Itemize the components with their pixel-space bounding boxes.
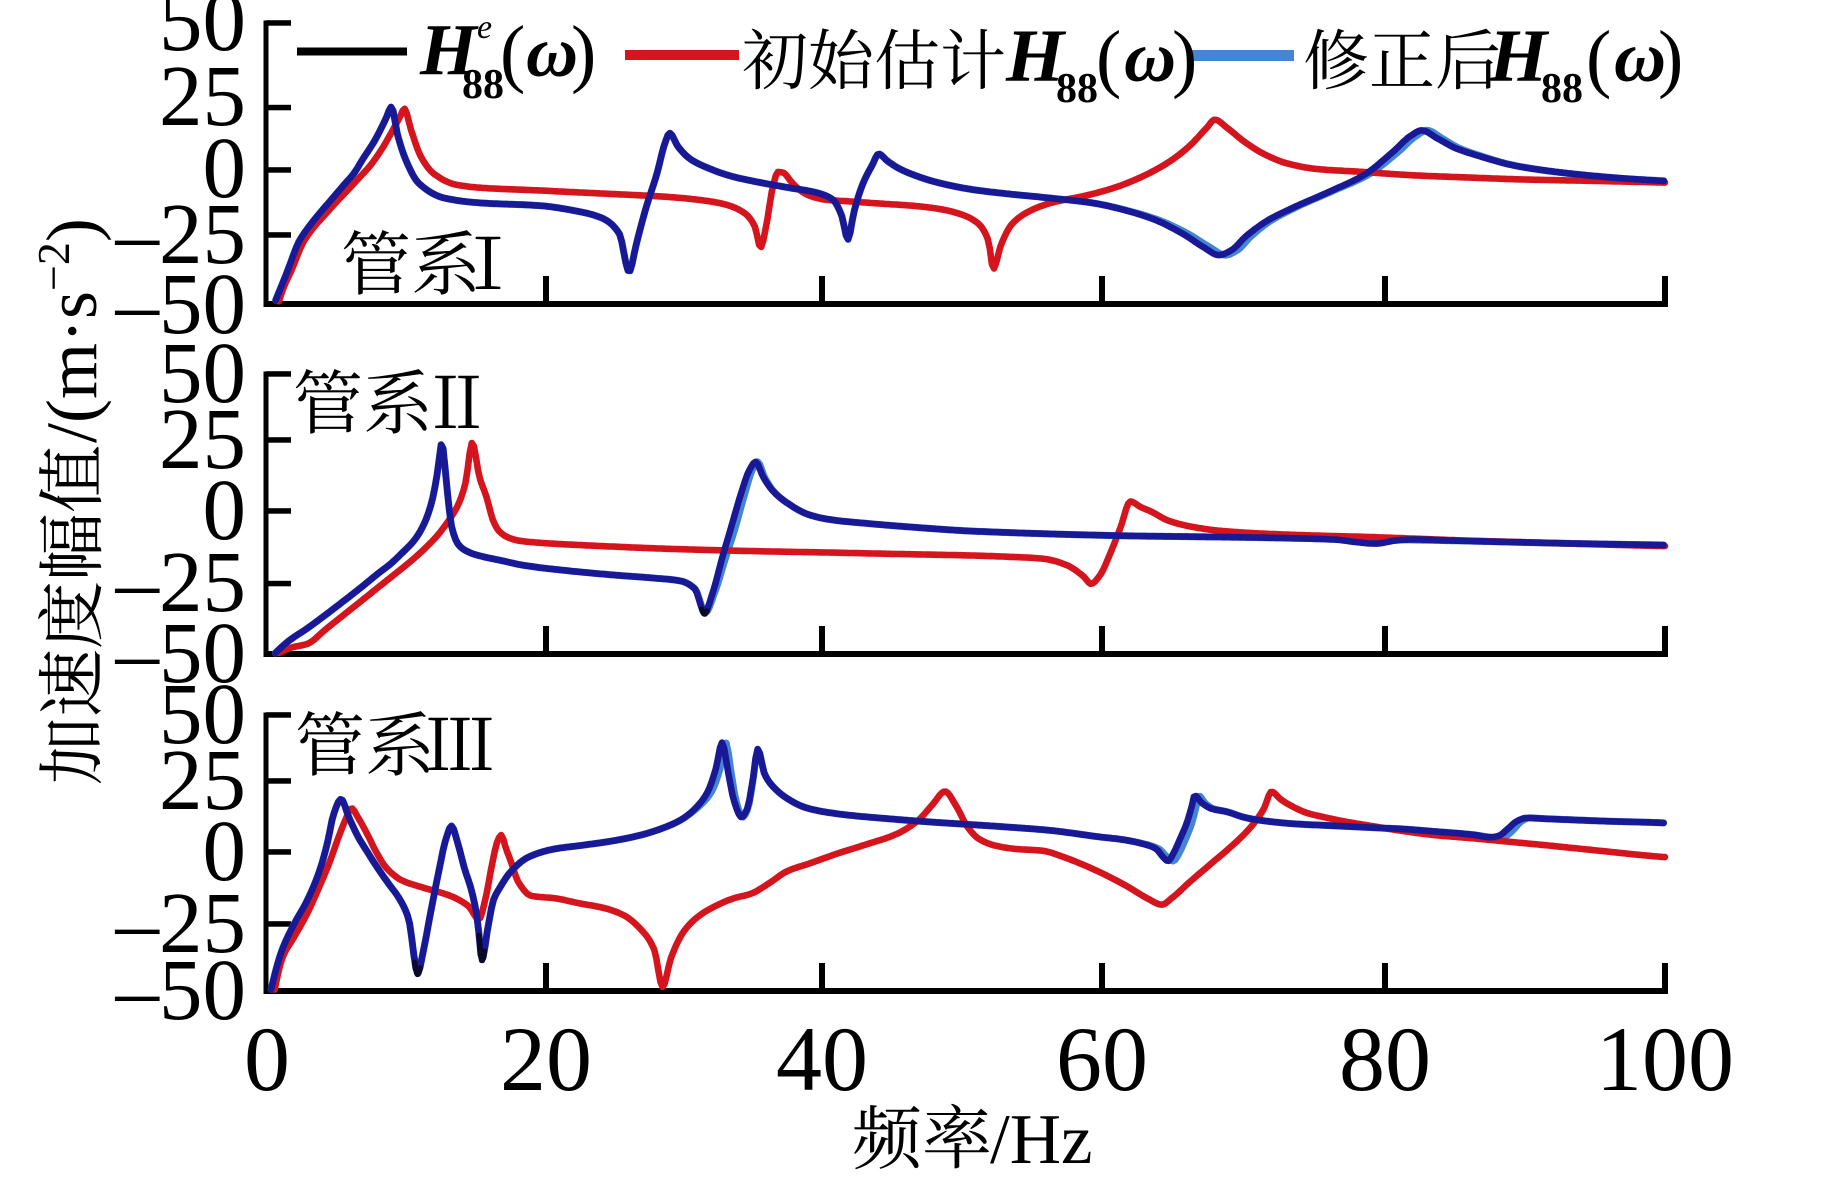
svg-text:–50: –50	[115, 255, 247, 352]
svg-text:–50: –50	[115, 604, 247, 701]
svg-text:88: 88	[462, 62, 504, 108]
svg-text:80: 80	[1339, 1008, 1431, 1110]
svg-text:25: 25	[159, 731, 246, 828]
svg-text:/Hz: /Hz	[990, 1101, 1093, 1179]
svg-text:–25: –25	[115, 185, 247, 282]
svg-text:ω: ω	[1124, 17, 1176, 97]
svg-text:50: 50	[159, 0, 246, 69]
svg-text:e: e	[477, 9, 492, 46]
svg-text:ω: ω	[1614, 17, 1666, 97]
svg-text:–25: –25	[115, 874, 247, 971]
svg-text:H: H	[1488, 15, 1550, 98]
svg-text:60: 60	[1056, 1008, 1148, 1110]
svg-text:50: 50	[159, 665, 246, 762]
svg-text:ω: ω	[526, 12, 578, 92]
svg-text:0: 0	[203, 119, 247, 216]
svg-text:25: 25	[159, 390, 246, 487]
svg-text:0: 0	[203, 802, 247, 899]
svg-text:50: 50	[159, 324, 246, 421]
svg-text:20: 20	[500, 1008, 592, 1110]
svg-text:–25: –25	[115, 533, 247, 630]
svg-text:25: 25	[159, 47, 246, 144]
svg-text:(: (	[500, 11, 525, 95]
svg-text:): )	[571, 11, 596, 95]
svg-text:88: 88	[1541, 66, 1583, 112]
svg-text:): )	[1658, 16, 1683, 100]
svg-text:88: 88	[1056, 66, 1098, 112]
svg-text:): )	[1172, 16, 1197, 100]
svg-text:(: (	[1586, 16, 1611, 100]
svg-text:100: 100	[1596, 1008, 1734, 1110]
svg-text:40: 40	[776, 1008, 868, 1110]
svg-text:0: 0	[203, 461, 247, 558]
svg-text:0: 0	[244, 1008, 290, 1110]
svg-text:H: H	[1005, 15, 1067, 98]
svg-text:H: H	[419, 9, 479, 90]
svg-text:(: (	[1096, 16, 1121, 100]
svg-text:–50: –50	[115, 941, 247, 1038]
